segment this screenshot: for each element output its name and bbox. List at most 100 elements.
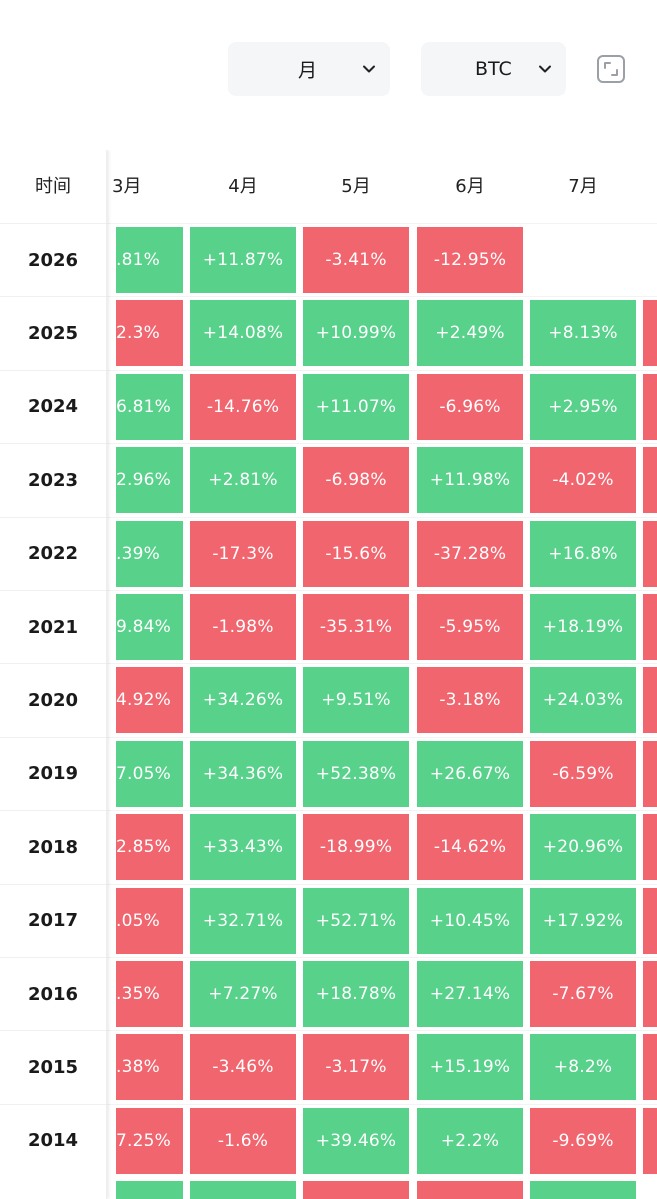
return-cell[interactable]: +39.46%	[303, 1107, 409, 1174]
return-cell[interactable]: +2.95%	[530, 373, 636, 440]
partial-cell[interactable]	[643, 1107, 657, 1174]
return-cell[interactable]: -3.18%	[417, 667, 523, 734]
year-label: 2016	[0, 956, 106, 1030]
fullscreen-icon[interactable]	[596, 54, 626, 84]
return-cell[interactable]: 2.96%	[116, 447, 183, 514]
return-cell[interactable]: -9.69%	[530, 1107, 636, 1174]
return-cell[interactable]: +27.14%	[417, 961, 523, 1027]
return-cell[interactable]: .38%	[116, 1034, 183, 1101]
return-cell[interactable]: -18.99%	[303, 814, 409, 881]
month-header: 6月	[455, 176, 485, 197]
return-cell[interactable]: +26.67%	[417, 740, 523, 807]
row-divider	[106, 1030, 657, 1032]
partial-cell[interactable]	[643, 1034, 657, 1101]
return-cell[interactable]: .05%	[116, 887, 183, 954]
return-cell[interactable]: -3.46%	[190, 1034, 296, 1101]
return-cell[interactable]: +34.26%	[190, 667, 296, 734]
return-cell[interactable]: -3.17%	[303, 1034, 409, 1101]
return-cell[interactable]: -1.6%	[190, 1107, 296, 1174]
year-label: 2022	[0, 516, 106, 590]
period-select-value: 月	[298, 59, 318, 82]
partial-cell[interactable]	[643, 373, 657, 440]
return-cell[interactable]: +10.99%	[303, 300, 409, 367]
return-cell[interactable]: +20.96%	[530, 814, 636, 881]
year-label: 2014	[0, 1103, 106, 1177]
return-cell[interactable]: -6.96%	[417, 373, 523, 440]
return-cell[interactable]: -5.95%	[417, 594, 523, 660]
return-cell[interactable]: +14.08%	[190, 300, 296, 367]
year-label: 2017	[0, 883, 106, 957]
return-cell[interactable]: +11.98%	[417, 447, 523, 514]
partial-cell[interactable]	[303, 1181, 409, 1199]
partial-cell[interactable]	[530, 1181, 636, 1199]
return-cell[interactable]: +8.13%	[530, 300, 636, 367]
return-cell[interactable]: +2.81%	[190, 447, 296, 514]
return-cell[interactable]: -35.31%	[303, 594, 409, 660]
month-header: 5月	[341, 176, 371, 197]
return-cell[interactable]: -3.41%	[303, 227, 409, 293]
partial-cell[interactable]	[643, 667, 657, 734]
return-cell[interactable]: +24.03%	[530, 667, 636, 734]
return-cell[interactable]: +18.78%	[303, 961, 409, 1027]
monthly-returns-table[interactable]: 时间 2026 2025 2024 2023 2022 2021 2020 2019 2018 2…	[0, 150, 657, 1199]
year-label: 2019	[0, 736, 106, 810]
return-cell[interactable]: +9.51%	[303, 667, 409, 734]
return-cell[interactable]: 2.3%	[116, 300, 183, 367]
partial-cell[interactable]	[643, 961, 657, 1027]
return-cell[interactable]: +11.07%	[303, 373, 409, 440]
return-cell[interactable]: +11.87%	[190, 227, 296, 293]
return-cell[interactable]: +2.2%	[417, 1107, 523, 1174]
return-cell[interactable]: -37.28%	[417, 520, 523, 587]
return-cell[interactable]: +10.45%	[417, 887, 523, 954]
return-cell[interactable]: +52.38%	[303, 740, 409, 807]
return-cell[interactable]: -17.3%	[190, 520, 296, 587]
return-cell[interactable]: 7.05%	[116, 740, 183, 807]
return-cell[interactable]: -1.98%	[190, 594, 296, 660]
partial-cell[interactable]	[643, 447, 657, 514]
return-cell[interactable]: -6.98%	[303, 447, 409, 514]
return-cell[interactable]: +32.71%	[190, 887, 296, 954]
partial-cell[interactable]	[643, 814, 657, 881]
partial-cell[interactable]	[643, 594, 657, 660]
return-cell[interactable]: +2.49%	[417, 300, 523, 367]
return-cell[interactable]: 4.92%	[116, 667, 183, 734]
return-cell[interactable]: +15.19%	[417, 1034, 523, 1101]
partial-cell[interactable]	[190, 1181, 296, 1199]
return-cell[interactable]: .39%	[116, 520, 183, 587]
return-cell[interactable]: +34.36%	[190, 740, 296, 807]
year-label: 2020	[0, 663, 106, 736]
return-cell[interactable]: +16.8%	[530, 520, 636, 587]
return-cell[interactable]: -12.95%	[417, 227, 523, 293]
return-cell[interactable]: -14.62%	[417, 814, 523, 881]
return-cell[interactable]: +17.92%	[530, 887, 636, 954]
row-divider	[106, 296, 657, 298]
partial-cell[interactable]	[643, 520, 657, 587]
return-cell[interactable]: -6.59%	[530, 740, 636, 807]
return-cell[interactable]: 2.85%	[116, 814, 183, 881]
return-cell[interactable]: .35%	[116, 961, 183, 1027]
return-cell[interactable]: +7.27%	[190, 961, 296, 1027]
return-cell[interactable]: +18.19%	[530, 594, 636, 660]
return-cell[interactable]: 7.25%	[116, 1107, 183, 1174]
partial-cell[interactable]	[417, 1181, 523, 1199]
row-divider	[106, 957, 657, 958]
year-column: 时间 2026 2025 2024 2023 2022 2021 2020 2019 2018 2…	[0, 150, 107, 1199]
return-cell[interactable]: -7.67%	[530, 961, 636, 1027]
return-cell[interactable]: +52.71%	[303, 887, 409, 954]
partial-cell[interactable]	[643, 887, 657, 954]
return-cell[interactable]: -15.6%	[303, 520, 409, 587]
return-cell[interactable]: -4.02%	[530, 447, 636, 514]
return-cell[interactable]: +8.2%	[530, 1034, 636, 1101]
return-cell[interactable]: -14.76%	[190, 373, 296, 440]
month-header: 4月	[228, 176, 258, 197]
partial-cell[interactable]	[643, 740, 657, 807]
row-divider	[106, 810, 657, 812]
return-cell[interactable]: .81%	[116, 227, 183, 293]
partial-cell[interactable]	[116, 1181, 183, 1199]
period-select[interactable]: 月	[228, 42, 390, 96]
coin-select[interactable]: BTC	[421, 42, 566, 96]
return-cell[interactable]: 6.81%	[116, 373, 183, 440]
return-cell[interactable]: 9.84%	[116, 594, 183, 660]
return-cell[interactable]: +33.43%	[190, 814, 296, 881]
partial-cell[interactable]	[643, 300, 657, 367]
